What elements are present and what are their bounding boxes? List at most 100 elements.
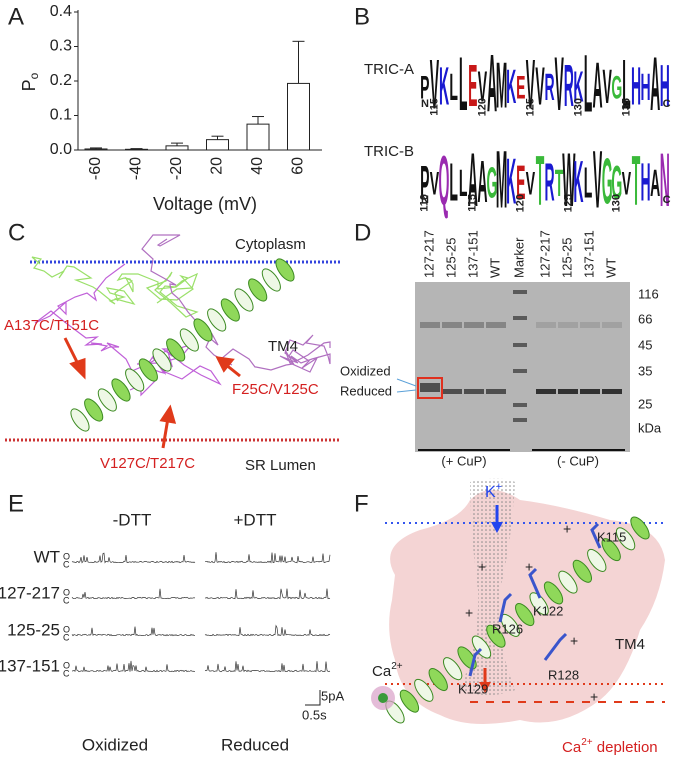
logo-letter: P <box>420 155 429 209</box>
logo-letter: V <box>526 45 535 124</box>
arrow-head <box>69 357 86 380</box>
band <box>558 389 578 394</box>
arrows <box>63 337 241 449</box>
band <box>442 322 462 328</box>
helix-turn <box>234 288 254 312</box>
scale-label: 0.5s <box>302 707 327 722</box>
x-tick-label: -40 <box>128 157 145 180</box>
helix-turn <box>442 657 463 681</box>
mw-unit: kDa <box>638 420 662 435</box>
position-label: 120 <box>515 194 527 212</box>
logo-letter: K <box>506 59 516 113</box>
helix-turn <box>601 538 621 562</box>
logo-letter: A <box>468 137 478 223</box>
bar <box>206 139 229 151</box>
logo-letter: L <box>622 45 631 124</box>
ladder-band <box>513 418 527 422</box>
position-label: 110 <box>419 194 431 212</box>
panel-label: D <box>354 219 371 246</box>
helix-turn <box>248 278 268 302</box>
charge: + <box>563 521 571 537</box>
helix-turn <box>179 328 199 352</box>
charges: + + + + + + <box>465 521 598 705</box>
open-label: O <box>63 587 70 597</box>
logo-letter: R <box>545 152 555 212</box>
logo-letter: V <box>593 135 602 226</box>
panel-label: B <box>354 3 370 30</box>
backbone <box>31 256 199 318</box>
gel <box>415 282 630 452</box>
x-tick-label: 20 <box>209 157 226 175</box>
ladder-band <box>513 343 527 347</box>
logo-letter: E <box>516 155 525 209</box>
logo-letter: V <box>430 45 439 124</box>
logo-letter: L <box>449 152 458 212</box>
helix-turn <box>138 358 158 382</box>
panel-label: A <box>8 3 24 30</box>
helix-turn <box>414 678 434 702</box>
x-tick-label: 40 <box>249 157 266 175</box>
logo-letter: K <box>573 62 583 110</box>
condition-label: (- CuP) <box>557 453 599 468</box>
current-trace <box>204 661 331 673</box>
band <box>558 322 578 328</box>
x-tick-label: 60 <box>290 157 307 175</box>
position-label: 115 <box>467 194 479 212</box>
logo-letter: L <box>459 41 468 127</box>
logo-letter: V <box>535 56 545 116</box>
ion-label: K+ <box>485 481 502 501</box>
terminus-label: N <box>421 98 429 110</box>
band <box>602 322 622 328</box>
band <box>486 322 506 328</box>
residue-label: R126 <box>492 621 523 636</box>
logo-letter: M <box>496 49 508 122</box>
helix-turn <box>97 388 117 412</box>
logo-letter: E <box>516 71 525 106</box>
charge: + <box>590 689 598 705</box>
position-label: 125 <box>524 98 536 116</box>
y-tick-label: 0.1 <box>50 107 72 124</box>
current-trace <box>71 588 196 600</box>
lane-label: 125-25 <box>559 238 574 278</box>
logo-letter: L <box>449 67 458 109</box>
logo-letter: R <box>564 53 574 119</box>
open-label: O <box>63 660 70 670</box>
helix-turn <box>486 624 506 648</box>
position-label: 135 <box>620 98 632 116</box>
residue-label: K115 <box>597 529 626 544</box>
logo-letter: H <box>641 67 651 109</box>
lane-label: 127-217 <box>537 230 552 278</box>
logo-letter: L <box>584 39 593 130</box>
arrow-head <box>479 682 491 693</box>
logo-letter: A <box>650 41 660 127</box>
panel-label: F <box>354 490 369 517</box>
backbone <box>141 234 331 373</box>
bar <box>287 82 310 151</box>
charge: + <box>570 633 578 649</box>
y-tick-label: 0.3 <box>50 38 72 55</box>
helix-turn <box>70 408 90 432</box>
scale-label: 5pA <box>321 688 344 703</box>
state-label: Oxidized <box>82 735 148 754</box>
lane-label: WT <box>487 258 502 278</box>
position-label: 130 <box>611 194 623 212</box>
residue-label: K122 <box>533 603 563 618</box>
ion-label-base: Ca <box>372 663 392 680</box>
row-label: 137-151 <box>0 656 60 675</box>
side-chain <box>590 522 602 549</box>
charge: + <box>525 559 533 575</box>
logo-letter: K <box>439 56 449 116</box>
lane-label: Marker <box>511 237 526 278</box>
logo-letter: A <box>477 149 487 215</box>
logo-letter: V <box>555 41 564 127</box>
logo-name: TRIC-B <box>364 143 414 160</box>
helix-turn <box>193 318 213 342</box>
ion-label-sup: + <box>496 481 502 493</box>
charge: + <box>465 605 473 621</box>
panel-label: C <box>8 219 25 246</box>
helix-turn <box>558 570 578 594</box>
logo-letter: H <box>660 53 670 119</box>
closed-label: C <box>63 559 70 569</box>
logo-letter: V <box>603 59 612 113</box>
residue-label: K129 <box>458 681 488 696</box>
